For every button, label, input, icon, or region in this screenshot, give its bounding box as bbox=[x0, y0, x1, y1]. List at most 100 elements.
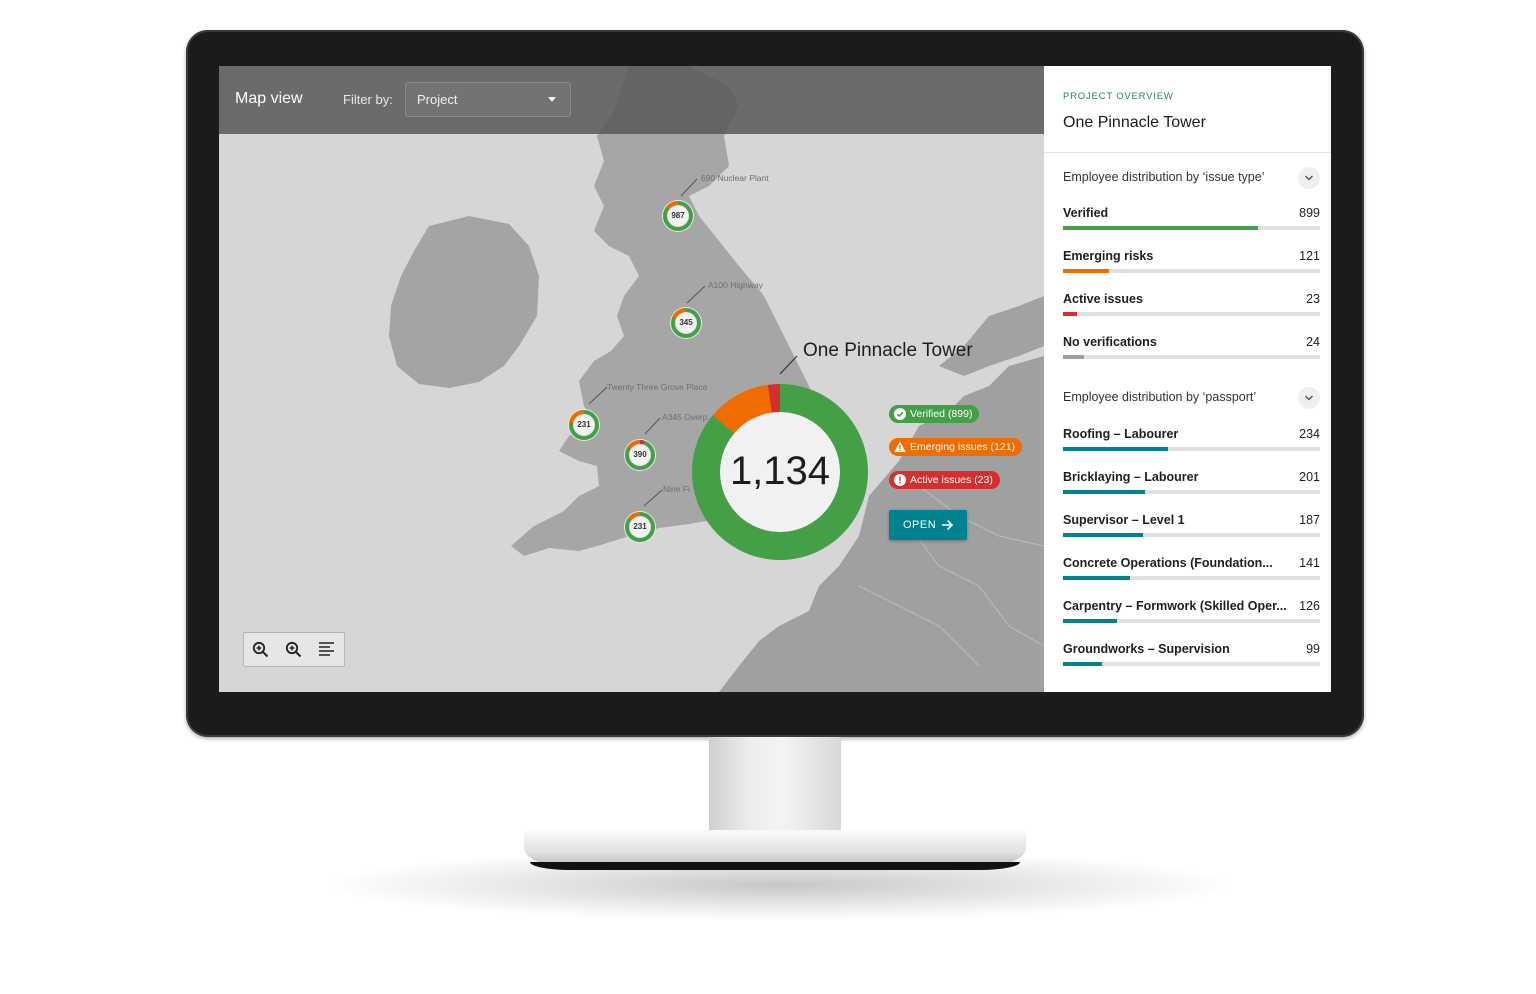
site-count: 231 bbox=[633, 522, 647, 531]
map-header: Map view Filter by: Project bbox=[219, 66, 1044, 134]
map-view[interactable]: 690 Nuclear Plant 987 A100 Highway 345 T… bbox=[219, 66, 1044, 692]
zoom-in-button[interactable] bbox=[244, 633, 277, 666]
site-marker[interactable]: 345 bbox=[668, 305, 704, 341]
zoom-in-icon bbox=[252, 641, 269, 658]
donut-slice-verified[interactable] bbox=[692, 384, 868, 560]
check-circle-icon bbox=[894, 408, 906, 420]
section-issue-type-toggle[interactable] bbox=[1298, 167, 1320, 189]
open-button-label: OPEN bbox=[903, 519, 937, 531]
site-count: 390 bbox=[633, 450, 647, 459]
donut-slice-emerging-issues[interactable] bbox=[712, 384, 772, 434]
row-label: Concrete Operations (Foundation... bbox=[1063, 556, 1273, 570]
chip-emerging[interactable]: Emerging issues (121) bbox=[889, 438, 1023, 456]
progress-track bbox=[1063, 226, 1320, 230]
progress-track bbox=[1063, 312, 1320, 316]
distribution-row: Groundworks – Supervision 99 bbox=[1063, 642, 1320, 676]
zoom-out-button[interactable] bbox=[277, 633, 310, 666]
total-count: 1,134 bbox=[729, 449, 831, 493]
panel-title: One Pinnacle Tower bbox=[1063, 114, 1206, 131]
distribution-row: Carpentry – Formwork (Skilled Oper... 126 bbox=[1063, 599, 1320, 633]
map-background bbox=[219, 66, 1044, 692]
site-label: 690 Nuclear Plant bbox=[701, 173, 769, 183]
page-title: Map view bbox=[235, 90, 303, 107]
zoom-icon bbox=[285, 641, 302, 658]
site-marker[interactable]: 231 bbox=[622, 509, 658, 545]
site-marker[interactable]: 231 bbox=[566, 407, 602, 443]
site-marker[interactable]: 390 bbox=[622, 437, 658, 473]
project-donut-chart[interactable]: 1,134 bbox=[690, 382, 870, 562]
site-count: 345 bbox=[679, 318, 693, 327]
progress-fill bbox=[1063, 312, 1078, 316]
chip-active[interactable]: Active issues (23) bbox=[889, 471, 1000, 489]
divider bbox=[1044, 152, 1331, 153]
row-value: 24 bbox=[1306, 335, 1320, 349]
screen: 690 Nuclear Plant 987 A100 Highway 345 T… bbox=[219, 66, 1331, 692]
progress-track bbox=[1063, 662, 1320, 666]
progress-fill bbox=[1063, 355, 1084, 359]
progress-track bbox=[1063, 619, 1320, 623]
row-label: Roofing – Labourer bbox=[1063, 427, 1179, 441]
site-label: A100 Highway bbox=[708, 280, 763, 290]
map-toolbar bbox=[243, 632, 345, 667]
progress-track bbox=[1063, 447, 1320, 451]
progress-fill bbox=[1063, 226, 1259, 230]
distribution-row: Active issues 23 bbox=[1063, 292, 1320, 326]
chip-emerging-label: Emerging issues (121) bbox=[910, 441, 1016, 453]
progress-fill bbox=[1063, 269, 1110, 273]
selected-project-name: One Pinnacle Tower bbox=[803, 340, 973, 361]
dropdown-caret-icon bbox=[548, 97, 556, 102]
distribution-row: Concrete Operations (Foundation... 141 bbox=[1063, 556, 1320, 590]
section-passport-title: Employee distribution by ‘passport’ bbox=[1063, 390, 1257, 404]
site-donut bbox=[662, 200, 694, 232]
progress-fill bbox=[1063, 619, 1117, 623]
row-label: No verifications bbox=[1063, 335, 1157, 349]
monitor-stand-edge bbox=[530, 862, 1020, 870]
row-value: 899 bbox=[1299, 206, 1320, 220]
ireland-landmass bbox=[389, 216, 539, 388]
row-value: 99 bbox=[1306, 642, 1320, 656]
donut-hole bbox=[722, 414, 838, 530]
site-donut bbox=[568, 409, 600, 441]
project-overview-panel: PROJECT OVERVIEW One Pinnacle Tower Empl… bbox=[1044, 66, 1331, 692]
row-label: Groundworks – Supervision bbox=[1063, 642, 1230, 656]
row-label: Carpentry – Formwork (Skilled Oper... bbox=[1063, 599, 1287, 613]
row-value: 141 bbox=[1299, 556, 1320, 570]
row-value: 201 bbox=[1299, 470, 1320, 484]
chevron-down-icon bbox=[1305, 175, 1313, 181]
monitor-stand-base bbox=[524, 830, 1026, 866]
site-donut bbox=[670, 307, 702, 339]
filter-label: Filter by: bbox=[343, 92, 393, 107]
site-donut bbox=[624, 511, 656, 543]
section-passport-toggle[interactable] bbox=[1298, 387, 1320, 409]
site-marker[interactable]: 987 bbox=[660, 198, 696, 234]
chip-verified-label: Verified (899) bbox=[910, 408, 973, 420]
site-donut bbox=[624, 439, 656, 471]
open-button[interactable]: OPEN bbox=[889, 510, 967, 540]
chevron-down-icon bbox=[1305, 395, 1313, 401]
row-label: Verified bbox=[1063, 206, 1109, 220]
panel-overline: PROJECT OVERVIEW bbox=[1063, 91, 1174, 102]
site-label: Twenty Three Grove Place bbox=[607, 382, 708, 392]
list-icon bbox=[319, 642, 334, 656]
site-count: 231 bbox=[577, 420, 591, 429]
site-label: A345 Overp bbox=[662, 412, 708, 422]
progress-track bbox=[1063, 269, 1320, 273]
row-label: Emerging risks bbox=[1063, 249, 1154, 263]
row-value: 187 bbox=[1299, 513, 1320, 527]
row-label: Supervisor – Level 1 bbox=[1063, 513, 1185, 527]
site-label: Nine Fi bbox=[663, 484, 690, 494]
filter-select[interactable]: Project bbox=[405, 82, 571, 117]
row-value: 234 bbox=[1299, 427, 1320, 441]
distribution-row: Emerging risks 121 bbox=[1063, 249, 1320, 283]
progress-fill bbox=[1063, 447, 1169, 451]
progress-track bbox=[1063, 355, 1320, 359]
progress-fill bbox=[1063, 533, 1143, 537]
list-view-button[interactable] bbox=[310, 633, 343, 666]
progress-fill bbox=[1063, 576, 1130, 580]
distribution-row: Supervisor – Level 1 187 bbox=[1063, 513, 1320, 547]
donut-slice-active-issues[interactable] bbox=[767, 384, 780, 413]
section-issue-type-title: Employee distribution by ‘issue type’ bbox=[1063, 170, 1265, 184]
progress-fill bbox=[1063, 662, 1102, 666]
progress-track bbox=[1063, 490, 1320, 494]
chip-verified[interactable]: Verified (899) bbox=[889, 405, 980, 423]
